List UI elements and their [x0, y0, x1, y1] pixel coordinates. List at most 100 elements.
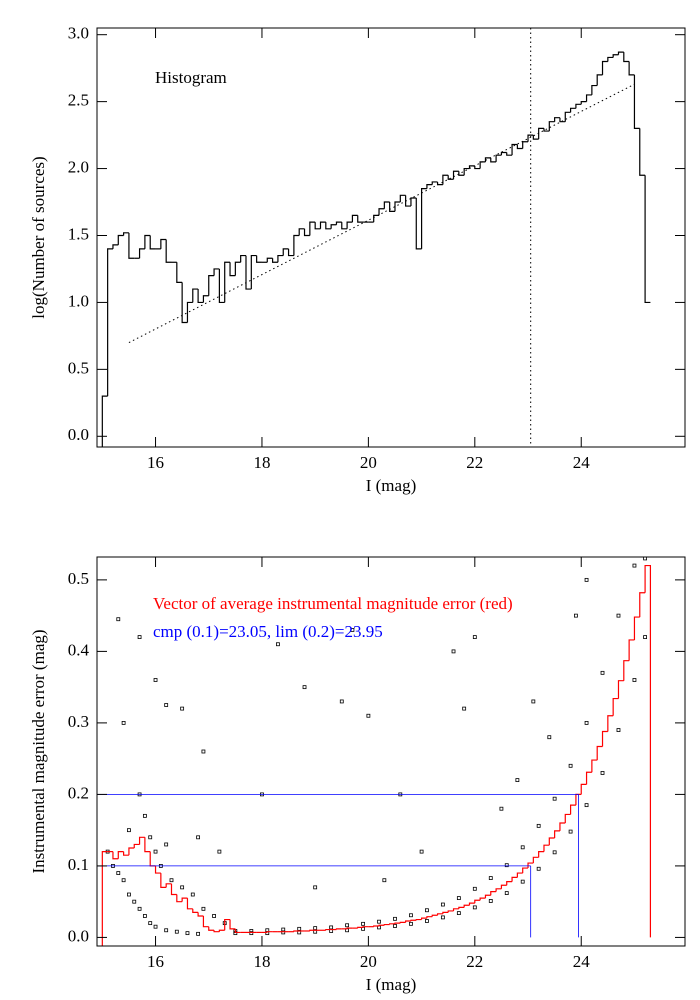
point: [276, 642, 280, 647]
point: [547, 735, 552, 740]
average-error-step: [117, 851, 124, 859]
histogram-step: [405, 195, 411, 207]
point: [164, 842, 169, 847]
average-error-step: [468, 902, 475, 906]
histogram-step: [569, 107, 576, 113]
point: [552, 796, 557, 801]
point: [574, 613, 578, 618]
average-error-step: [516, 872, 523, 878]
histogram-step: [452, 170, 459, 180]
histogram-step: [628, 61, 635, 76]
average-error-step: [628, 639, 635, 661]
y-tick-label: 0.2: [68, 783, 89, 802]
average-error-step: [436, 913, 443, 916]
histogram-step: [607, 56, 614, 62]
average-error-step: [378, 924, 385, 926]
histogram-step: [548, 121, 555, 132]
average-error-step: [601, 730, 608, 747]
histogram-step: [213, 268, 220, 276]
histogram-step: [458, 171, 465, 176]
average-error-step: [527, 862, 534, 869]
histogram-step: [123, 232, 129, 236]
average-error-step: [165, 883, 172, 888]
histogram-step: [612, 54, 619, 58]
histogram-step: [346, 221, 353, 229]
point: [643, 635, 647, 639]
histogram-step: [516, 144, 523, 150]
average-error-step: [532, 856, 539, 864]
average-error-step: [410, 919, 417, 921]
average-error-step: [181, 897, 188, 902]
histogram-step: [596, 74, 603, 86]
histogram-step: [580, 101, 587, 105]
average-error-step: [559, 822, 566, 831]
histogram-step: [468, 165, 475, 169]
point: [116, 871, 121, 875]
point: [504, 863, 509, 868]
point: [393, 916, 397, 921]
histogram-step: [165, 239, 172, 263]
histogram-step: [399, 194, 406, 203]
point: [451, 649, 456, 654]
histogram-step: [144, 234, 151, 249]
histogram-step: [543, 128, 550, 132]
histogram-step: [234, 261, 241, 276]
point: [584, 803, 589, 808]
point: [121, 720, 126, 725]
average-error-step: [154, 865, 161, 874]
histogram-step: [617, 51, 624, 55]
average-error-step: [186, 898, 193, 910]
histogram-step: [644, 175, 651, 304]
histogram-step: [128, 232, 135, 259]
average-error-step: [112, 851, 119, 860]
x-tick-label: 20: [360, 952, 377, 971]
histogram-step: [639, 128, 646, 176]
x-tick-label: 20: [360, 453, 377, 472]
average-error-step: [362, 926, 369, 928]
histogram-step: [176, 262, 183, 283]
point: [313, 926, 318, 931]
histogram-step: [623, 52, 630, 63]
average-error-step: [623, 660, 630, 681]
histogram-step: [410, 197, 417, 207]
histogram-step: [378, 208, 385, 216]
average-error-step: [607, 715, 614, 732]
histogram-step: [383, 201, 390, 209]
point: [472, 905, 477, 910]
histogram-step: [298, 228, 305, 236]
average-error-step: [420, 917, 427, 920]
histogram-step: [420, 188, 427, 249]
histogram-step: [245, 255, 252, 290]
point: [616, 728, 621, 732]
average-error-step: [202, 915, 209, 928]
point: [201, 749, 206, 754]
average-error-step: [335, 928, 342, 930]
histogram-step: [117, 234, 124, 245]
point: [196, 931, 201, 936]
average-error-step: [394, 922, 401, 924]
histogram-step: [511, 143, 518, 156]
point: [536, 866, 541, 871]
histogram-step: [325, 222, 332, 230]
y-tick-label: 2.0: [68, 157, 89, 176]
x-tick-label: 22: [466, 952, 483, 971]
average-error-step: [506, 881, 513, 886]
average-error-step: [484, 894, 491, 899]
point: [180, 706, 185, 711]
y-axis-label: Instrumental magnitude error (mag): [29, 629, 48, 873]
point: [164, 703, 169, 707]
histogram-step: [256, 255, 262, 263]
histogram-step: [484, 157, 491, 162]
average-error-step: [170, 883, 177, 896]
annotation: Histogram: [155, 68, 227, 87]
point: [393, 924, 397, 928]
y-tick-label: 0.5: [68, 358, 89, 377]
point: [632, 678, 637, 682]
x-axis-label: I (mag): [366, 975, 417, 994]
point: [472, 635, 477, 639]
average-error-step: [554, 830, 560, 839]
histogram-step: [591, 84, 598, 95]
average-error-step: [346, 927, 353, 929]
histogram-step: [500, 151, 507, 156]
histogram-step: [415, 198, 422, 250]
